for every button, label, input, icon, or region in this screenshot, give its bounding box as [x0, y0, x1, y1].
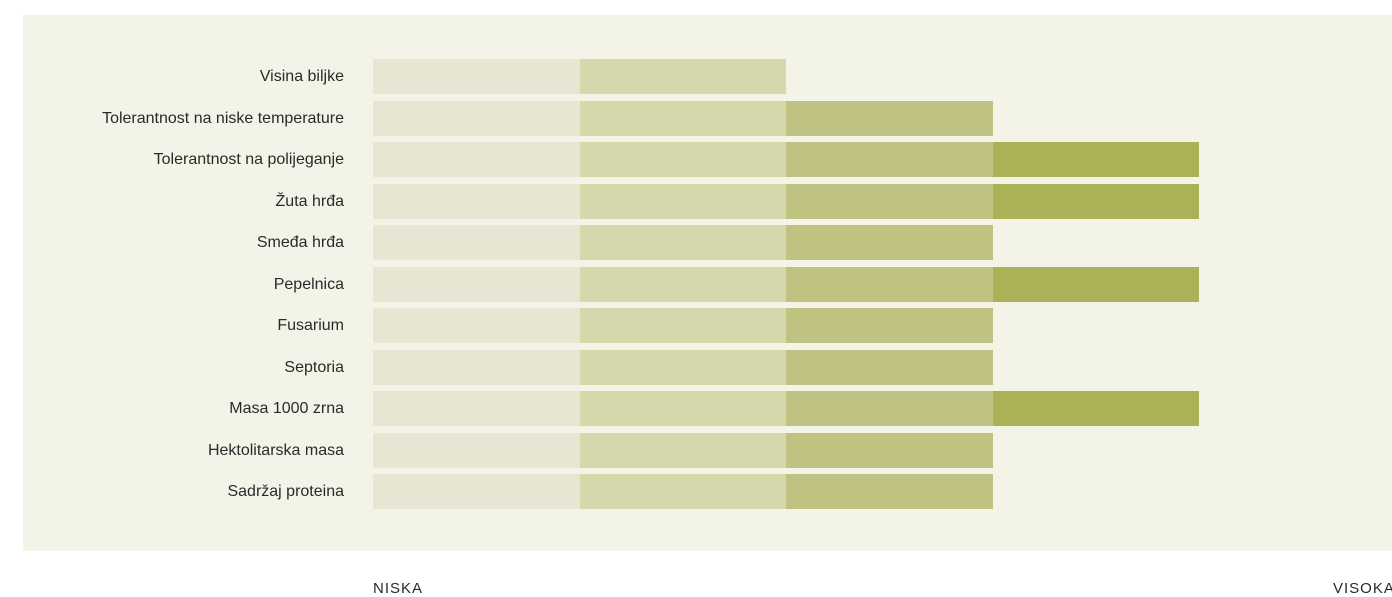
- category-label: Smeđa hrđa: [256, 234, 344, 251]
- bar-segment: [786, 225, 993, 260]
- bar-segment: [786, 142, 993, 177]
- bar-segment: [992, 391, 1199, 426]
- bar-segment: [373, 474, 580, 509]
- bar-segment: [373, 349, 580, 385]
- category-label: Žuta hrđa: [275, 192, 344, 210]
- bar-segment: [373, 142, 580, 177]
- bar-segment: [579, 142, 786, 177]
- bar-segment: [786, 183, 993, 219]
- bar-segment: [579, 100, 786, 136]
- axis-min-label: NISKA: [373, 580, 424, 597]
- axis-max-label: VISOKA: [1333, 580, 1392, 597]
- bar-segment: [579, 266, 786, 302]
- bar-segment: [786, 349, 993, 385]
- category-label: Septoria: [284, 358, 344, 376]
- category-label: Fusarium: [277, 317, 344, 334]
- category-label: Tolerantnost na niske temperature: [102, 109, 344, 127]
- category-label: Visina biljke: [259, 68, 344, 85]
- bar-segment: [373, 59, 580, 94]
- bar-segment: [786, 266, 993, 302]
- bar-segment: [579, 225, 786, 260]
- category-label: Pepelnica: [273, 275, 344, 293]
- bar-segment: [992, 183, 1199, 219]
- bar-segment: [579, 391, 786, 426]
- bar-segment: [786, 100, 993, 136]
- bar-segment: [373, 183, 580, 219]
- category-label: Masa 1000 zrna: [229, 400, 344, 417]
- bar-segment: [579, 349, 786, 385]
- bar-segment: [373, 225, 580, 260]
- category-label: Hektolitarska masa: [207, 441, 344, 459]
- bar-segment: [579, 59, 786, 94]
- bar-segment: [786, 432, 993, 468]
- bar-segment: [786, 474, 993, 509]
- bar-segment: [373, 391, 580, 426]
- bar-segment: [786, 308, 993, 343]
- bar-segment: [579, 183, 786, 219]
- bar-segment: [373, 266, 580, 302]
- bar-segment: [373, 432, 580, 468]
- bar-segment: [579, 474, 786, 509]
- bar-segment: [992, 142, 1199, 177]
- bar-segment: [373, 308, 580, 343]
- bar-segment: [992, 266, 1199, 302]
- category-label: Tolerantnost na polijeganje: [153, 151, 344, 168]
- bar-segment: [579, 432, 786, 468]
- bar-segment: [579, 308, 786, 343]
- bar-segment: [373, 100, 580, 136]
- category-label: Sadržaj proteina: [227, 483, 344, 500]
- bar-segment: [786, 391, 993, 426]
